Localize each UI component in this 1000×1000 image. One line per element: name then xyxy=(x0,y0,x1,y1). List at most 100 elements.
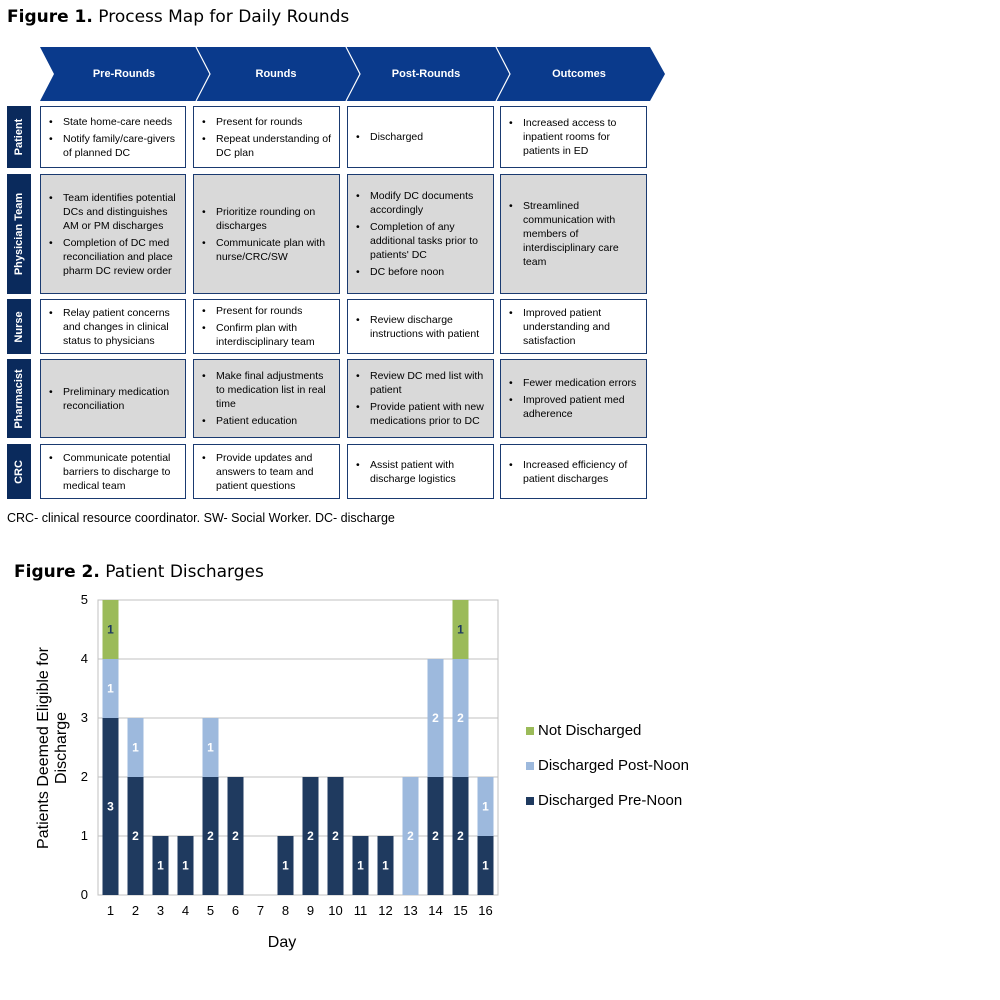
y-tick-label: 4 xyxy=(81,651,88,666)
bullet-item: Communicate potential barriers to discha… xyxy=(49,451,181,493)
x-axis-label: Day xyxy=(268,934,296,951)
data-label: 2 xyxy=(132,829,139,843)
x-tick-label: 11 xyxy=(354,903,368,918)
process-cell: Present for rounds Confirm plan with inte… xyxy=(193,299,340,354)
data-label: 1 xyxy=(107,682,114,696)
bar-segment xyxy=(127,718,144,777)
phase-arrows xyxy=(40,46,665,102)
process-cell: Streamlined communication with members o… xyxy=(500,174,647,294)
data-label: 1 xyxy=(132,741,139,755)
bullet-list: Assist patient with discharge logistics xyxy=(352,458,489,486)
bullet-list: Fewer medication errors Improved patient … xyxy=(505,376,642,421)
x-tick-label: 13 xyxy=(403,903,417,918)
process-cell: Fewer medication errors Improved patient … xyxy=(500,359,647,438)
bullet-list: Team identifies potential DCs and distin… xyxy=(45,191,181,278)
process-cell: Discharged xyxy=(347,106,494,168)
bullet-item: Provide patient with new medications pri… xyxy=(356,400,489,428)
bullet-item: Improved patient understanding and satis… xyxy=(509,306,642,348)
data-label: 1 xyxy=(282,859,289,873)
process-cell: Increased efficiency of patient discharg… xyxy=(500,444,647,499)
legend-label: Not Discharged xyxy=(538,722,642,739)
y-tick-label: 2 xyxy=(81,769,88,784)
process-cell: Review DC med list with patient Provide p… xyxy=(347,359,494,438)
data-label: 1 xyxy=(107,623,114,637)
bullet-item: Confirm plan with interdisciplinary team xyxy=(202,321,335,349)
bullet-list: Preliminary medication reconciliation xyxy=(45,385,181,413)
process-cell: Communicate potential barriers to discha… xyxy=(40,444,186,499)
bullet-item: State home-care needs xyxy=(49,115,181,129)
phase-label-outcomes: Outcomes xyxy=(552,68,606,80)
row-label-patient: Patient xyxy=(7,106,31,168)
bar-segment xyxy=(477,777,494,836)
data-label: 1 xyxy=(182,859,189,873)
x-tick-label: 7 xyxy=(257,903,264,918)
x-tick-label: 9 xyxy=(307,903,314,918)
x-tick-label: 4 xyxy=(182,903,189,918)
x-tick-label: 15 xyxy=(453,903,467,918)
bar-segment xyxy=(302,777,319,895)
bullet-list: Review DC med list with patient Provide p… xyxy=(352,369,489,428)
bullet-list: Make final adjustments to medication lis… xyxy=(198,369,335,428)
figure2-title: Figure 2. Patient Discharges xyxy=(14,562,264,582)
data-label: 2 xyxy=(207,829,214,843)
bullet-list: Discharged xyxy=(352,130,489,144)
data-label: 3 xyxy=(107,800,114,814)
bullet-list: Improved patient understanding and satis… xyxy=(505,306,642,348)
bar-segment xyxy=(477,836,494,895)
row-label-crc: CRC xyxy=(7,444,31,499)
bullet-item: Present for rounds xyxy=(202,115,335,129)
y-tick-label: 5 xyxy=(81,592,88,607)
phase-label-post-rounds: Post-Rounds xyxy=(391,68,461,80)
bar-segment xyxy=(377,836,394,895)
legend-label: Discharged Pre-Noon xyxy=(538,792,683,809)
bullet-item: DC before noon xyxy=(356,265,489,279)
data-label: 1 xyxy=(207,741,214,755)
process-cell: Modify DC documents accordingly Completio… xyxy=(347,174,494,294)
bar-segment xyxy=(352,836,369,895)
bullet-item: Increased efficiency of patient discharg… xyxy=(509,458,642,486)
bar-segment xyxy=(277,836,294,895)
bullet-list: Relay patient concerns and changes in cl… xyxy=(45,306,181,348)
bar-segment xyxy=(452,600,469,659)
data-label: 0 xyxy=(257,882,264,896)
bullet-item: Provide updates and answers to team and … xyxy=(202,451,335,493)
row-label-nurse: Nurse xyxy=(7,299,31,354)
x-tick-label: 14 xyxy=(428,903,442,918)
data-label: 2 xyxy=(457,829,464,843)
bullet-item: Fewer medication errors xyxy=(509,376,642,390)
bullet-list: State home-care needs Notify family/care-… xyxy=(45,115,181,160)
process-cell: Assist patient with discharge logistics xyxy=(347,444,494,499)
bullet-item: Prioritize rounding on discharges xyxy=(202,205,335,233)
row-label-physician-team: Physician Team xyxy=(7,174,31,294)
bullet-list: Present for rounds Repeat understanding o… xyxy=(198,115,335,160)
bullet-item: Streamlined communication with members o… xyxy=(509,199,642,269)
bar-segment xyxy=(227,777,244,895)
bullet-item: Completion of DC med reconciliation and … xyxy=(49,236,181,278)
process-cell: Relay patient concerns and changes in cl… xyxy=(40,299,186,354)
bar-segment xyxy=(177,836,194,895)
bullet-item: Review DC med list with patient xyxy=(356,369,489,397)
data-label: 2 xyxy=(432,829,439,843)
bar-segment xyxy=(127,777,144,895)
bullet-item: Discharged xyxy=(356,130,489,144)
bullet-item: Preliminary medication reconciliation xyxy=(49,385,181,413)
process-cell: Provide updates and answers to team and … xyxy=(193,444,340,499)
legend-label: Discharged Post-Noon xyxy=(538,757,689,774)
bar-segment xyxy=(452,659,469,777)
bar-segment xyxy=(102,718,119,895)
data-label: 1 xyxy=(357,859,364,873)
bullet-list: Provide updates and answers to team and … xyxy=(198,451,335,493)
data-label: 2 xyxy=(232,829,239,843)
y-axis-label: Patients Deemed Eligible forDischarge xyxy=(35,646,70,849)
legend-item: Not Discharged xyxy=(526,722,641,739)
bullet-item: Relay patient concerns and changes in cl… xyxy=(49,306,181,348)
data-label: 1 xyxy=(382,859,389,873)
bullet-item: Assist patient with discharge logistics xyxy=(356,458,489,486)
data-label: 2 xyxy=(407,829,414,843)
bullet-list: Present for rounds Confirm plan with inte… xyxy=(198,304,335,349)
bullet-item: Improved patient med adherence xyxy=(509,393,642,421)
bullet-list: Increased efficiency of patient discharg… xyxy=(505,458,642,486)
process-cell: Make final adjustments to medication lis… xyxy=(193,359,340,438)
y-tick-label: 0 xyxy=(81,887,88,902)
bar-segment xyxy=(402,777,419,895)
